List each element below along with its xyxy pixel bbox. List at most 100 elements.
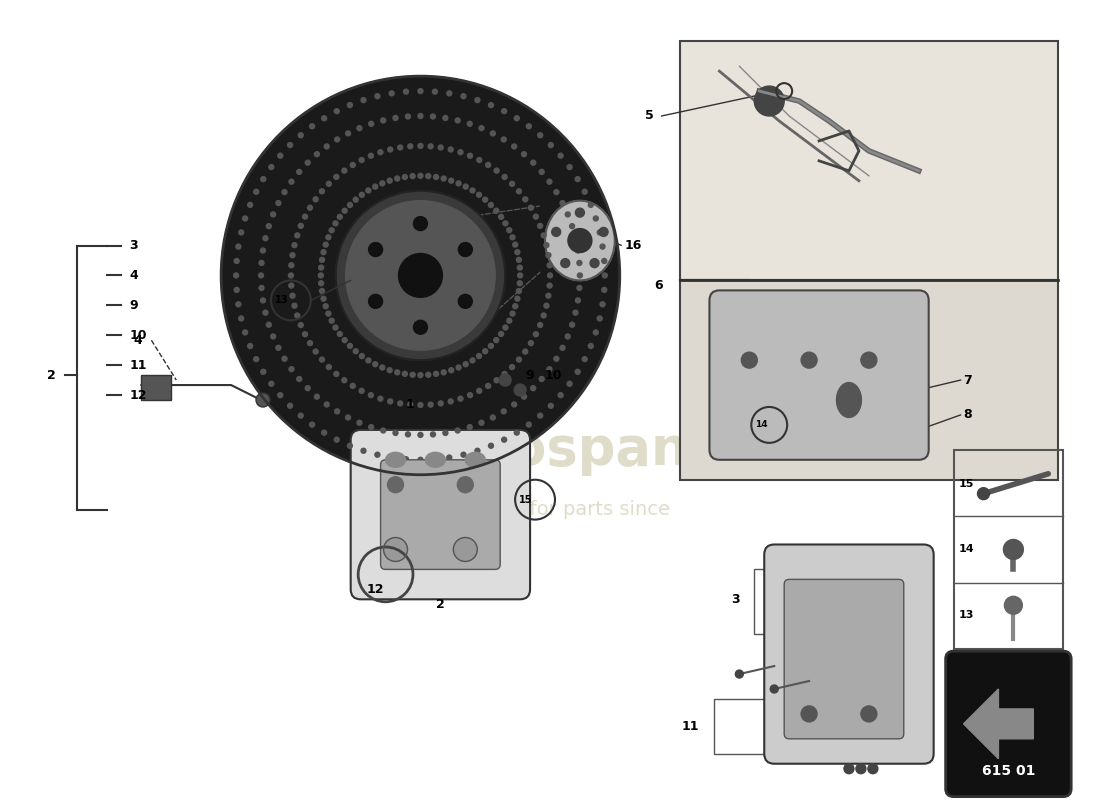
Circle shape [575,208,584,217]
Circle shape [483,300,487,305]
Circle shape [475,98,480,102]
Circle shape [373,326,377,331]
Circle shape [302,332,308,337]
FancyBboxPatch shape [784,579,904,739]
Circle shape [334,438,339,442]
Circle shape [290,253,295,258]
Ellipse shape [386,452,406,467]
Circle shape [449,368,453,373]
Circle shape [517,281,522,286]
Circle shape [305,160,310,165]
Circle shape [233,273,239,278]
Circle shape [433,371,439,376]
Circle shape [392,209,396,214]
Text: 11: 11 [682,720,700,734]
Bar [680,42,1058,281]
Circle shape [248,202,253,207]
Circle shape [297,170,301,174]
Circle shape [368,224,374,229]
Circle shape [509,182,515,186]
Circle shape [480,305,485,310]
Circle shape [515,430,519,435]
Circle shape [297,377,301,382]
Circle shape [418,89,422,94]
Circle shape [268,165,274,170]
Circle shape [461,94,466,98]
Text: 15: 15 [519,494,532,505]
Circle shape [368,294,383,308]
Circle shape [321,296,326,301]
Circle shape [278,154,283,158]
Text: eurospan: eurospan [411,424,689,476]
Circle shape [355,242,361,246]
Circle shape [418,174,422,178]
Circle shape [522,197,528,202]
Circle shape [514,384,526,396]
Circle shape [488,343,494,348]
Circle shape [541,313,547,318]
Circle shape [463,220,469,225]
Bar [954,450,1064,649]
Circle shape [407,342,412,347]
Circle shape [319,265,323,270]
Circle shape [404,89,408,94]
Circle shape [456,181,461,186]
Circle shape [448,147,453,152]
Circle shape [424,203,428,208]
Circle shape [459,242,472,257]
Circle shape [512,402,517,407]
Circle shape [375,452,379,457]
Circle shape [266,224,272,229]
Circle shape [454,214,460,218]
Circle shape [534,214,538,219]
Circle shape [263,310,268,315]
Circle shape [426,372,431,378]
Circle shape [368,154,373,158]
Circle shape [263,236,268,241]
Circle shape [348,202,352,207]
Circle shape [345,201,495,350]
Circle shape [494,168,499,173]
Circle shape [321,116,327,121]
Circle shape [488,443,494,448]
Circle shape [278,393,283,398]
Circle shape [502,409,506,414]
Text: 10: 10 [130,329,147,342]
Circle shape [414,217,428,230]
Circle shape [483,246,487,251]
FancyBboxPatch shape [351,430,530,599]
Circle shape [323,304,328,309]
Circle shape [461,452,466,457]
Circle shape [868,764,878,774]
Circle shape [334,409,340,414]
Circle shape [258,286,264,290]
Circle shape [443,115,448,121]
Circle shape [373,184,377,189]
Circle shape [428,402,433,407]
Circle shape [494,378,499,382]
Circle shape [478,126,484,130]
Circle shape [349,262,354,267]
Circle shape [342,338,348,342]
Circle shape [434,341,439,346]
Circle shape [387,399,393,404]
Circle shape [348,443,352,448]
Text: 1: 1 [406,398,415,411]
Circle shape [476,388,482,394]
Circle shape [308,341,312,346]
Circle shape [314,349,318,354]
Circle shape [485,162,491,167]
Circle shape [575,370,580,374]
Circle shape [438,145,443,150]
Circle shape [412,203,418,208]
Circle shape [295,233,299,238]
Circle shape [418,402,422,407]
Circle shape [546,253,551,258]
Circle shape [474,314,480,319]
Circle shape [377,330,382,334]
Circle shape [477,237,483,242]
Circle shape [590,258,600,268]
Circle shape [261,298,265,303]
Circle shape [368,393,373,398]
Circle shape [548,403,553,408]
